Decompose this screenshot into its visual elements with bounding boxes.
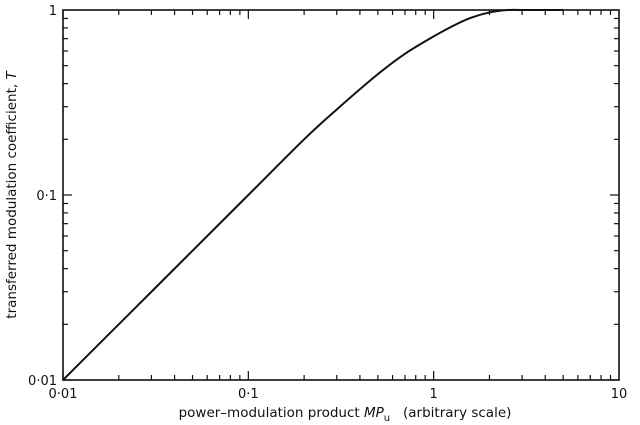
y-tick-label: 1 xyxy=(49,4,57,19)
y-axis-label: transferred modulation coefficient, T xyxy=(4,70,20,319)
x-tick-label: 1 xyxy=(430,387,438,402)
series-line xyxy=(62,8,564,381)
x-axis-label: power–modulation product MPu (arbitrary … xyxy=(179,405,512,424)
x-tick-label: 0·01 xyxy=(49,387,78,402)
series xyxy=(62,8,564,381)
ticks xyxy=(62,10,619,381)
x-tick-label: 0·1 xyxy=(238,387,259,402)
plot-frame xyxy=(62,9,620,381)
tick-labels: 0·01 0·1 1 10 0·01 0·1 1 xyxy=(28,4,627,402)
y-tick-label: 0·01 xyxy=(28,374,57,389)
y-tick-label: 0·1 xyxy=(36,189,57,204)
x-tick-label: 10 xyxy=(611,387,628,402)
